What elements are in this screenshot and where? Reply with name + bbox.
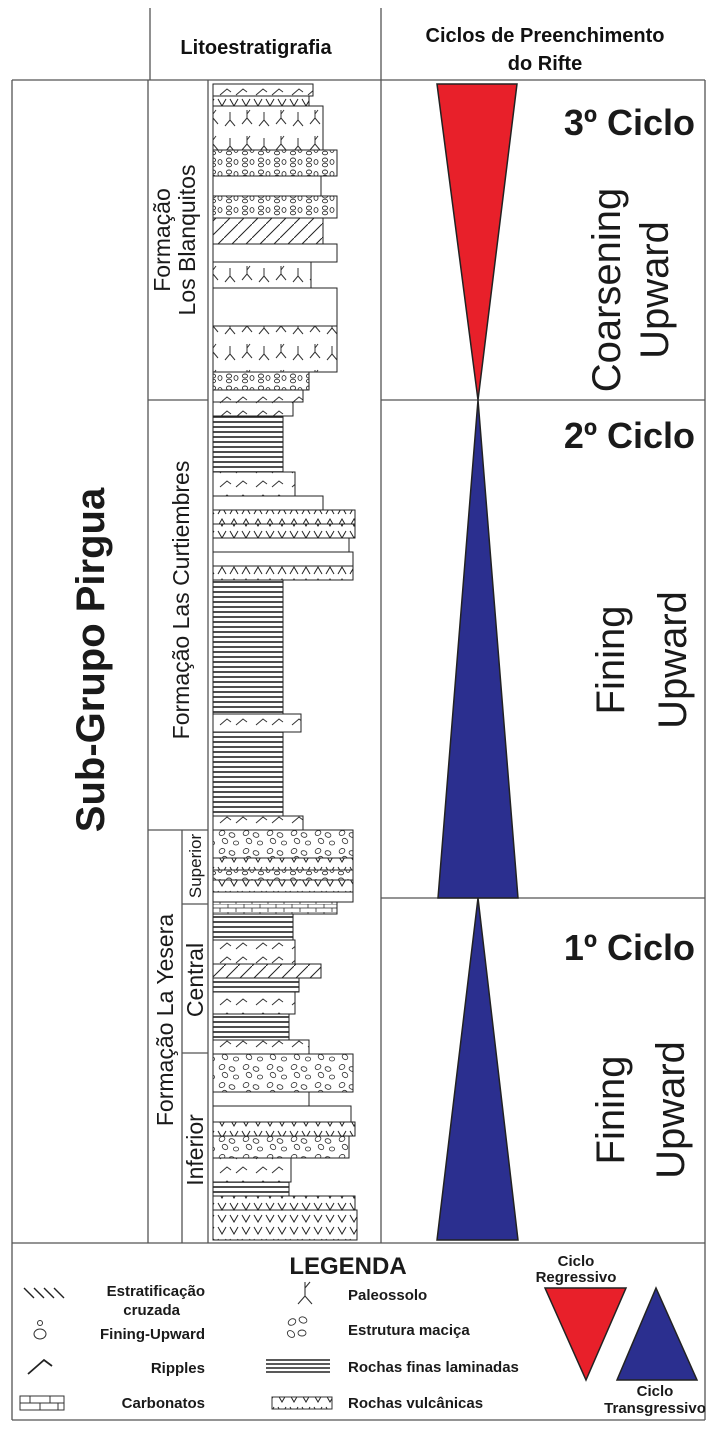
legend-regressive-triangle — [543, 1287, 628, 1382]
formation-las-curtiembres: Formação Las Curtiembres — [168, 461, 194, 740]
frame-lines — [11, 8, 706, 1421]
legend-transgressive-triangle — [615, 1286, 699, 1381]
legend-label-carbonates: Carbonatos — [122, 1395, 205, 1412]
lithostratigraphy-header: Litoestratigrafia — [180, 37, 332, 59]
cycle-3-trend-line1: Coarsening — [585, 188, 629, 393]
cycle-1-transgressive-triangle — [436, 897, 519, 1241]
cycles-header-line2: do Rifte — [508, 53, 582, 75]
legend-title: LEGENDA — [289, 1253, 406, 1280]
formation-los-blanquitos-line2: Los Blanquitos — [174, 165, 200, 316]
legend: LEGENDA Estratificação cruzada Fining-Up… — [19, 1253, 706, 1417]
volcanic-rocks-icon — [271, 1396, 333, 1410]
legend-label-laminated-rocks: Rochas finas laminadas — [348, 1359, 519, 1376]
legend-label-cross-stratification: Estratificação — [107, 1283, 205, 1300]
stratigraphic-column — [212, 83, 358, 1241]
legend-transgressive-label-2: Transgressivo — [604, 1400, 706, 1417]
group-label: Sub-Grupo Pirgua — [69, 487, 113, 832]
legend-label-massive-structure: Estrutura maciça — [348, 1322, 470, 1339]
cycle-2-trend-line1: Fining — [589, 606, 633, 715]
legend-transgressive-label: Ciclo — [637, 1383, 674, 1400]
cycles-header-line1: Ciclos de Preenchimento — [426, 25, 665, 47]
cycle-2-label: 2º Ciclo — [564, 415, 695, 456]
massive-structure-icon — [286, 1316, 308, 1338]
member-superior: Superior — [186, 834, 205, 899]
legend-label-paleosol: Paleossolo — [348, 1287, 427, 1304]
cycle-1-trend-line1: Fining — [589, 1056, 633, 1165]
cycle-1-label: 1º Ciclo — [564, 927, 695, 968]
laminated-rocks-icon — [266, 1359, 330, 1373]
legend-label-volcanic-rocks: Rochas vulcânicas — [348, 1395, 483, 1412]
legend-label-cross-stratification-2: cruzada — [123, 1302, 180, 1319]
formation-los-blanquitos-line1: Formação — [149, 188, 175, 292]
legend-regressive-label-2: Regressivo — [536, 1269, 617, 1286]
legend-label-ripples: Ripples — [151, 1360, 205, 1377]
legend-label-fining-upward: Fining-Upward — [100, 1326, 205, 1343]
member-central: Central — [182, 943, 208, 1017]
member-inferior: Inferior — [182, 1114, 208, 1186]
paleosol-icon — [297, 1281, 313, 1305]
cycle-3-regressive-triangle — [436, 83, 518, 401]
carbonates-icon — [19, 1395, 65, 1411]
cycle-3-label: 3º Ciclo — [564, 102, 695, 143]
cycle-3-trend-line2: Upward — [633, 221, 677, 359]
cross-stratification-icon — [23, 1287, 65, 1299]
formation-la-yesera: Formação La Yesera — [152, 914, 178, 1126]
ripples-icon — [27, 1358, 53, 1375]
cycle-2-transgressive-triangle — [437, 399, 519, 899]
cycle-1-trend-line2: Upward — [649, 1041, 693, 1179]
fining-upward-icon — [33, 1320, 47, 1340]
cycle-2-trend-line2: Upward — [651, 591, 695, 729]
legend-regressive-label: Ciclo — [558, 1253, 595, 1270]
